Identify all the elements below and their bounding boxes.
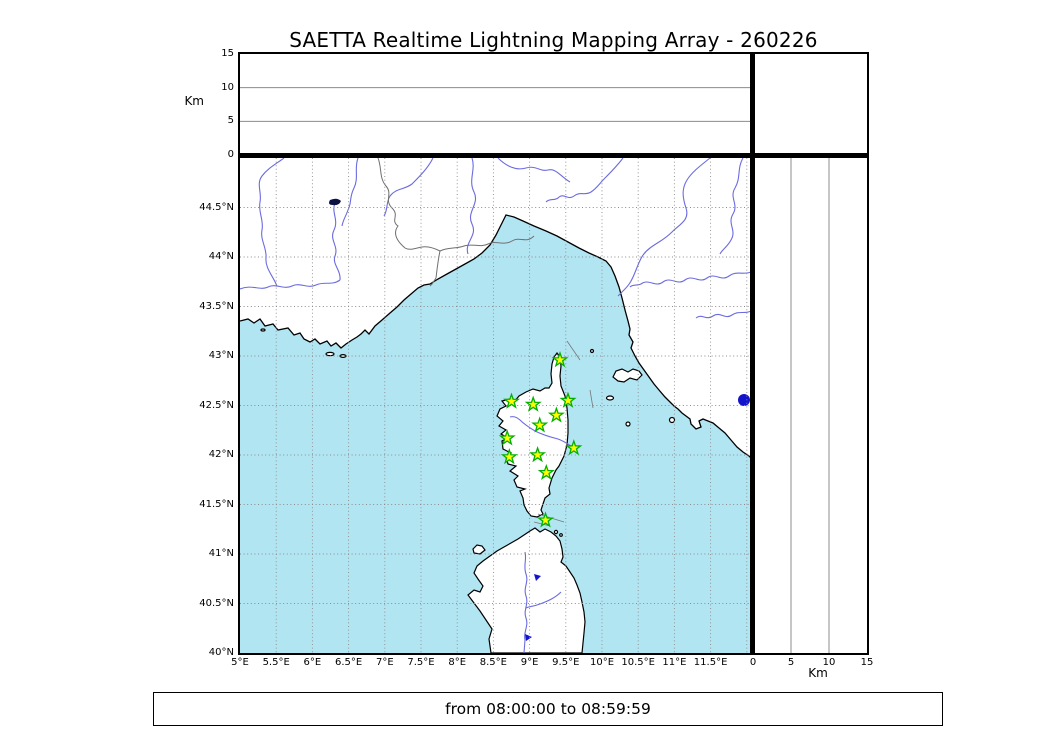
- lon-tick-label: 5°E: [231, 657, 249, 668]
- panel-separator-horizontal: [240, 153, 867, 158]
- lon-tick-label: 9.5°E: [552, 657, 580, 668]
- lon-tick-label: 6°E: [303, 657, 322, 668]
- lon-tick-label: 7°E: [375, 657, 394, 668]
- distance-tick-label: 10: [822, 657, 836, 668]
- lat-tick-label: 43°N: [208, 350, 234, 361]
- distance-tick-label: 15: [860, 657, 874, 668]
- island-sardinia: [467, 527, 586, 653]
- lake-bolsena: [738, 394, 750, 406]
- islet: [605, 395, 615, 401]
- lat-tick-label: 41°N: [208, 548, 234, 559]
- lon-tick-label: 5.5°E: [262, 657, 290, 668]
- lon-tick-label: 9°E: [520, 657, 539, 668]
- lat-tick-label: 44°N: [208, 251, 234, 262]
- altitude-tick-label: 0: [227, 149, 234, 160]
- islet: [553, 529, 559, 535]
- sea-area: [240, 215, 750, 653]
- lake: [525, 634, 532, 641]
- lat-tick-label: 41.5°N: [199, 498, 234, 510]
- altitude-longitude-panel: [240, 87, 750, 122]
- altitude-tick-label: 15: [221, 48, 234, 59]
- sea-marks: [533, 340, 594, 527]
- islet: [325, 351, 335, 357]
- lat-tick-label: 40.5°N: [199, 597, 234, 609]
- lon-tick-label: 8°E: [448, 657, 467, 668]
- islet: [260, 328, 266, 332]
- distance-tick-label: 5: [787, 657, 795, 668]
- islands: [260, 328, 676, 653]
- island-asinara: [472, 544, 486, 555]
- distance-tick-label: 0: [749, 657, 757, 668]
- altitude-tick-label: 10: [221, 81, 234, 93]
- lon-tick-label: 11°E: [662, 657, 687, 668]
- country-borders: [377, 158, 535, 287]
- mainland-coastline: [240, 214, 750, 458]
- time-range-text: from 08:00:00 to 08:59:59: [445, 700, 651, 718]
- islet: [559, 533, 563, 537]
- islet: [668, 416, 676, 424]
- lake-serre-poncon: [329, 198, 341, 206]
- altitude-axis-unit-label: Km: [184, 94, 204, 108]
- lon-tick-label: 10°E: [589, 657, 615, 668]
- lat-tick-label: 42°N: [208, 449, 234, 460]
- time-range-box: from 08:00:00 to 08:59:59: [153, 692, 943, 726]
- lat-tick-label: 44.5°N: [199, 201, 234, 213]
- panel-separator-vertical: [750, 54, 755, 653]
- latitude-altitude-panel: [790, 158, 830, 653]
- graticule: [240, 158, 750, 653]
- lon-tick-label: 7.5°E: [407, 657, 435, 668]
- altitude-tick-label: 5: [227, 115, 234, 127]
- islet: [339, 354, 347, 359]
- lat-tick-label: 40°N: [208, 647, 234, 658]
- figure-title: SAETTA Realtime Lightning Mapping Array …: [289, 28, 818, 52]
- lat-tick-label: 43.5°N: [199, 300, 234, 312]
- lon-tick-label: 10.5°E: [621, 657, 655, 668]
- islet: [625, 421, 631, 427]
- lon-tick-label: 11.5°E: [693, 657, 728, 668]
- lon-tick-label: 6.5°E: [334, 657, 363, 668]
- map-panel: [240, 158, 750, 653]
- lat-tick-label: 42.5°N: [199, 399, 234, 411]
- lake: [534, 574, 541, 581]
- distance-axis-unit-label: Km: [808, 666, 828, 680]
- rivers: [240, 158, 750, 653]
- island-elba: [612, 368, 643, 383]
- lon-tick-label: 8.5°E: [479, 657, 507, 668]
- islet: [589, 348, 595, 354]
